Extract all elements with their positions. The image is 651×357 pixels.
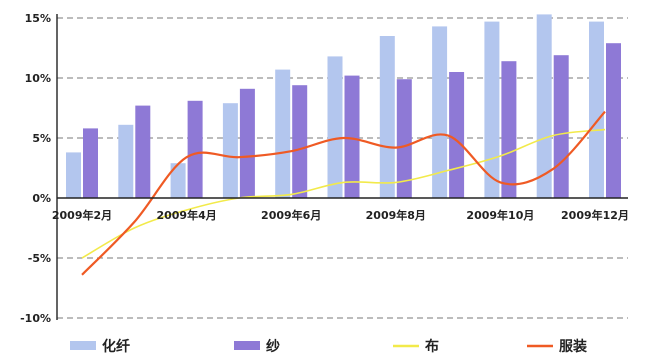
bar-fiber	[536, 14, 552, 199]
x-tick-label: 2009年12月	[561, 208, 629, 222]
bar-yarn	[239, 88, 255, 198]
bar-yarn	[449, 72, 465, 198]
y-tick-label: 0%	[32, 192, 51, 205]
x-tick-label: 2009年10月	[466, 208, 534, 222]
legend-label: 服装	[559, 338, 588, 355]
legend: 化纤 纱 布 服装	[70, 338, 588, 355]
bar-yarn	[344, 75, 360, 198]
bar-fiber	[222, 103, 238, 198]
y-tick-labels: 15% 10% 5% 0% -5% -10%	[20, 12, 51, 325]
bar-yarn	[501, 61, 517, 199]
legend-swatch	[234, 341, 260, 350]
legend-label: 化纤	[102, 338, 130, 355]
x-tick-labels: 2009年2月 2009年4月 2009年6月 2009年8月 2009年10月 2009…	[52, 208, 629, 222]
bar-fiber	[275, 69, 291, 198]
axes	[56, 14, 628, 320]
x-tick-label: 2009年2月	[52, 208, 112, 222]
x-tick-label: 2009年6月	[261, 208, 321, 222]
line-cloth	[81, 128, 606, 259]
bar-yarn	[135, 105, 151, 198]
bar-fiber	[432, 26, 448, 199]
y-tick-label: -10%	[20, 312, 51, 325]
legend-label: 纱	[266, 339, 280, 355]
bar-fiber	[170, 163, 186, 198]
bar-fiber	[118, 124, 134, 198]
bar-fiber	[66, 152, 81, 198]
y-tick-label: 5%	[32, 132, 51, 145]
y-tick-label: 10%	[25, 72, 51, 85]
bar-yarn	[396, 79, 412, 198]
bars	[66, 14, 621, 199]
legend-label: 布	[425, 338, 439, 355]
bar-fiber	[589, 21, 604, 198]
series-lines	[81, 110, 606, 276]
bar-fiber	[484, 21, 500, 198]
bar-fiber	[379, 36, 395, 198]
line-apparel	[81, 110, 606, 276]
y-tick-label: -5%	[28, 252, 51, 265]
x-tick-label: 2009年4月	[156, 208, 216, 222]
bar-yarn	[83, 128, 98, 198]
bar-yarn	[553, 55, 569, 199]
bar-fiber	[327, 56, 343, 199]
y-tick-label: 15%	[25, 12, 51, 25]
bar-yarn	[292, 85, 308, 198]
bar-yarn	[606, 43, 621, 199]
x-tick-label: 2009年8月	[366, 208, 426, 222]
bar-yarn	[187, 100, 203, 198]
legend-swatch	[70, 341, 96, 350]
